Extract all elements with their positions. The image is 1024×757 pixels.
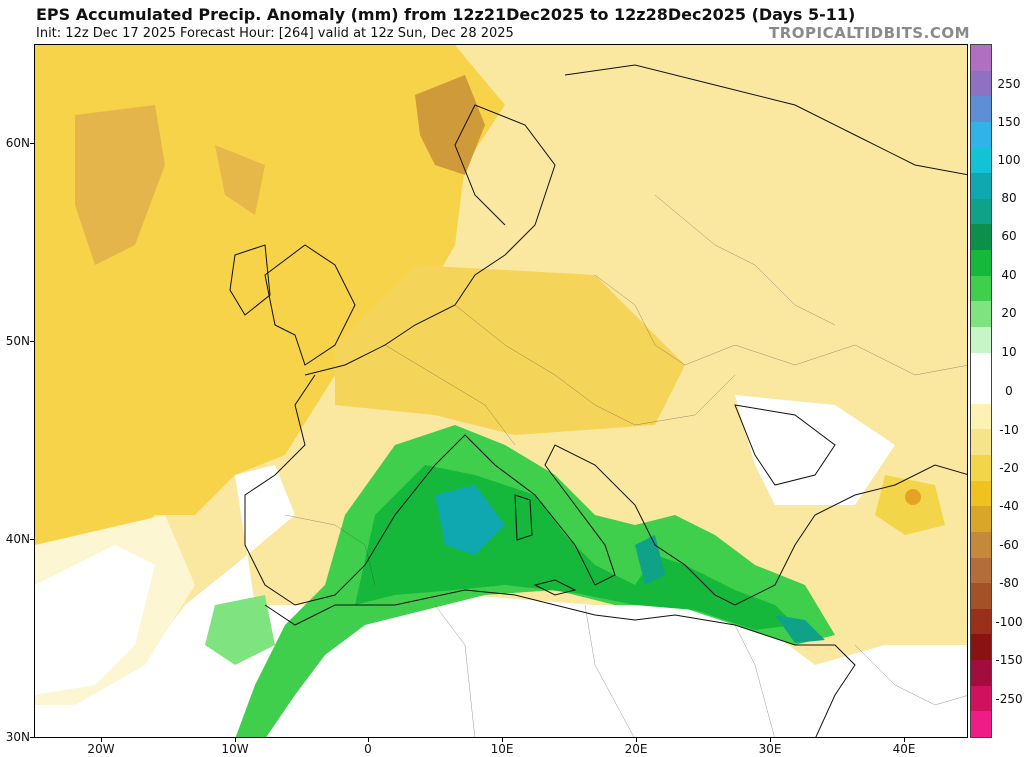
colorbar-swatch (971, 583, 991, 609)
lon-label-20e: 20E (624, 742, 648, 756)
colorbar-swatch (971, 147, 991, 174)
colorbar-label: -40 (999, 499, 1019, 513)
colorbar-label: 20 (1001, 306, 1017, 320)
lon-label-30e: 30E (758, 742, 782, 756)
lon-label-10w: 10W (221, 742, 249, 756)
colorbar-swatch (971, 711, 991, 737)
colorbar (970, 44, 992, 738)
map-title: EPS Accumulated Precip. Anomaly (mm) fro… (36, 5, 856, 24)
colorbar-swatch (971, 326, 991, 353)
colorbar-label: 40 (1001, 268, 1017, 282)
colorbar-label: 250 (997, 77, 1021, 91)
map-panel (34, 44, 968, 738)
colorbar-label: -100 (995, 615, 1023, 629)
lat-label-50n: 50N (5, 334, 30, 348)
colorbar-label: 80 (1001, 191, 1017, 205)
colorbar-swatch (971, 634, 991, 660)
colorbar-swatch (971, 224, 991, 250)
lon-label-0: 0 (364, 742, 372, 756)
colorbar-swatch (971, 557, 991, 584)
colorbar-swatch (971, 480, 991, 507)
colorbar-swatch (971, 352, 991, 379)
colorbar-label: -10 (999, 423, 1019, 437)
colorbar-swatch (971, 378, 991, 404)
lon-label-40e: 40E (892, 742, 916, 756)
colorbar-swatch (971, 198, 991, 225)
colorbar-swatch (971, 403, 991, 430)
colorbar-swatch (971, 96, 991, 122)
colorbar-swatch (971, 275, 991, 302)
colorbar-swatch (971, 660, 991, 686)
colorbar-swatch (971, 45, 991, 71)
lat-label-60n: 60N (5, 136, 30, 150)
colorbar-label: -60 (999, 538, 1019, 552)
colorbar-swatch (971, 173, 991, 199)
colorbar-swatch (971, 250, 991, 276)
colorbar-label: 10 (1001, 345, 1017, 359)
colorbar-label: -250 (995, 692, 1023, 706)
lat-label-40n: 40N (5, 532, 30, 546)
map-subtitle: Init: 12z Dec 17 2025 Forecast Hour: [26… (36, 26, 514, 41)
colorbar-swatch (971, 121, 991, 148)
colorbar-label: 60 (1001, 229, 1017, 243)
colorbar-swatch (971, 531, 991, 558)
precip-anomaly-map (35, 45, 967, 737)
colorbar-swatch (971, 429, 991, 455)
colorbar-label: -80 (999, 576, 1019, 590)
colorbar-swatch (971, 455, 991, 481)
source-credit: TROPICALTIDBITS.COM (769, 24, 970, 42)
colorbar-swatch (971, 608, 991, 635)
colorbar-label: -150 (995, 653, 1023, 667)
lon-label-20w: 20W (87, 742, 115, 756)
colorbar-label: 0 (1005, 384, 1013, 398)
lon-label-10e: 10E (490, 742, 514, 756)
colorbar-swatch (971, 506, 991, 532)
colorbar-label: 150 (997, 115, 1021, 129)
colorbar-swatch (971, 70, 991, 97)
colorbar-swatch (971, 685, 991, 712)
colorbar-swatch (971, 301, 991, 327)
colorbar-label: -20 (999, 461, 1019, 475)
colorbar-label: 100 (997, 153, 1021, 167)
lat-label-30n: 30N (5, 730, 30, 744)
